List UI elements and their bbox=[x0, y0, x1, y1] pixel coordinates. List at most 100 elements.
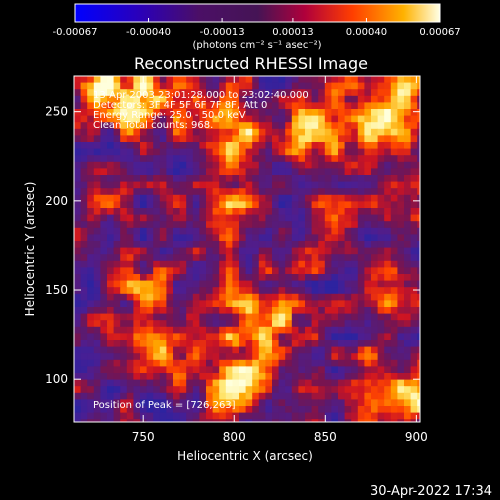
heatmap-cell bbox=[417, 379, 420, 387]
heatmap-cell bbox=[179, 181, 187, 189]
heatmap-cell bbox=[173, 82, 180, 90]
heatmap-cell bbox=[232, 366, 240, 374]
heatmap-cell bbox=[232, 109, 240, 116]
heatmap-cell bbox=[212, 313, 220, 321]
heatmap-cell bbox=[126, 122, 134, 130]
heatmap-cell bbox=[100, 307, 108, 314]
heatmap-cell bbox=[318, 142, 326, 149]
heatmap-cell bbox=[113, 340, 121, 347]
heatmap-cell bbox=[390, 221, 398, 229]
heatmap-cell bbox=[298, 313, 306, 321]
heatmap-cell bbox=[212, 76, 220, 83]
heatmap-cell bbox=[140, 201, 147, 209]
heatmap-cell bbox=[357, 293, 365, 301]
heatmap-cell bbox=[384, 333, 392, 341]
heatmap-cell bbox=[80, 300, 88, 308]
heatmap-cell bbox=[153, 392, 161, 400]
heatmap-cell bbox=[377, 313, 385, 321]
heatmap-cell bbox=[232, 326, 240, 334]
heatmap-cell bbox=[258, 214, 266, 222]
heatmap-cell bbox=[298, 168, 306, 176]
heatmap-cell bbox=[305, 392, 312, 400]
heatmap-cell bbox=[133, 373, 141, 380]
heatmap-cell bbox=[113, 247, 121, 255]
heatmap-cell bbox=[331, 82, 339, 90]
heatmap-cell bbox=[410, 102, 418, 110]
heatmap-cell bbox=[357, 254, 365, 262]
heatmap-cell bbox=[311, 340, 319, 347]
heatmap-cell bbox=[298, 274, 306, 281]
heatmap-cell bbox=[272, 267, 279, 275]
heatmap-cell bbox=[298, 406, 306, 413]
heatmap-cell bbox=[318, 89, 326, 97]
heatmap-cell bbox=[384, 135, 392, 143]
heatmap-cell bbox=[186, 280, 194, 288]
heatmap-cell bbox=[133, 102, 141, 110]
heatmap-cell bbox=[291, 320, 299, 328]
heatmap-cell bbox=[318, 267, 326, 275]
heatmap-cell bbox=[397, 168, 405, 176]
heatmap-cell bbox=[298, 399, 306, 407]
heatmap-cell bbox=[153, 406, 161, 413]
heatmap-cell bbox=[212, 214, 220, 222]
heatmap-cell bbox=[397, 128, 405, 136]
heatmap-cell bbox=[357, 260, 365, 268]
heatmap-cell bbox=[159, 188, 167, 196]
heatmap-cell bbox=[278, 115, 286, 123]
heatmap-cell bbox=[212, 373, 220, 380]
heatmap-cell bbox=[153, 293, 161, 301]
heatmap-cell bbox=[212, 122, 220, 130]
heatmap-cell bbox=[206, 326, 213, 334]
heatmap-cell bbox=[212, 208, 220, 215]
heatmap-cell bbox=[377, 340, 385, 347]
heatmap-cell bbox=[344, 201, 352, 209]
heatmap-cell bbox=[338, 208, 345, 215]
heatmap-cell bbox=[371, 320, 378, 328]
heatmap-cell bbox=[305, 340, 312, 347]
heatmap-cell bbox=[351, 399, 359, 407]
heatmap-cell bbox=[225, 82, 233, 90]
heatmap-cell bbox=[285, 340, 293, 347]
heatmap-cell bbox=[410, 274, 418, 281]
heatmap-cell bbox=[331, 274, 339, 281]
heatmap-cell bbox=[338, 109, 345, 116]
heatmap-cell bbox=[265, 406, 273, 413]
heatmap-cell bbox=[133, 175, 141, 182]
heatmap-cell bbox=[417, 326, 420, 334]
heatmap-cell bbox=[311, 89, 319, 97]
heatmap-cell bbox=[159, 76, 167, 83]
heatmap-cell bbox=[159, 392, 167, 400]
heatmap-cell bbox=[410, 214, 418, 222]
heatmap-cell bbox=[278, 392, 286, 400]
heatmap-cell bbox=[100, 109, 108, 116]
heatmap-cell bbox=[93, 128, 101, 136]
heatmap-cell bbox=[225, 234, 233, 242]
heatmap-cell bbox=[404, 135, 411, 143]
heatmap-cell bbox=[371, 359, 378, 367]
heatmap-cell bbox=[74, 201, 81, 209]
heatmap-cell bbox=[93, 175, 101, 182]
heatmap-cell bbox=[285, 307, 293, 314]
heatmap-cell bbox=[331, 109, 339, 116]
heatmap-cell bbox=[324, 392, 332, 400]
heatmap-cell bbox=[410, 307, 418, 314]
heatmap-cell bbox=[186, 293, 194, 301]
heatmap-cell bbox=[404, 82, 411, 90]
heatmap-cell bbox=[173, 280, 180, 288]
heatmap-cell bbox=[219, 399, 227, 407]
heatmap-cell bbox=[285, 142, 293, 149]
heatmap-cell bbox=[212, 201, 220, 209]
heatmap-cell bbox=[120, 89, 128, 97]
heatmap-cell bbox=[166, 89, 174, 97]
heatmap-cell bbox=[357, 122, 365, 130]
heatmap-cell bbox=[252, 320, 260, 328]
heatmap-cell bbox=[258, 95, 266, 103]
heatmap-cell bbox=[318, 419, 326, 422]
heatmap-cell bbox=[305, 353, 312, 361]
heatmap-cell bbox=[179, 214, 187, 222]
heatmap-cell bbox=[173, 412, 180, 420]
heatmap-cell bbox=[166, 307, 174, 314]
heatmap-cell bbox=[344, 412, 352, 420]
heatmap-cell bbox=[384, 227, 392, 235]
heatmap-cell bbox=[351, 333, 359, 341]
